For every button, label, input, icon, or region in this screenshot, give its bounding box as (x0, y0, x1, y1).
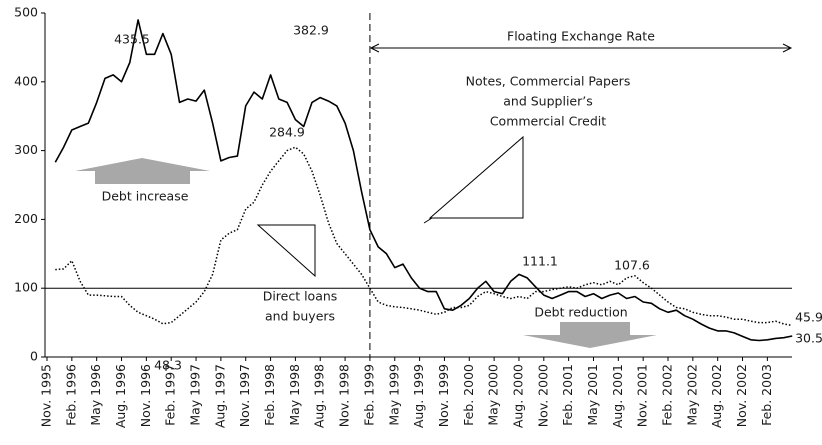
x-tick-label: Feb. 2000 (461, 364, 476, 426)
annotation: and Supplier’s (503, 94, 592, 109)
notes-pointer (423, 217, 433, 224)
y-tick-label: 0 (30, 349, 38, 364)
annotation: Direct loans (263, 289, 338, 304)
x-tick-label: Aug. 1997 (212, 364, 227, 428)
annotation: 30.5 (795, 331, 822, 346)
x-tick-label: Feb. 1997 (163, 364, 178, 426)
x-tick-label: Nov. 1997 (237, 364, 252, 427)
y-tick-label: 400 (14, 73, 38, 88)
debt-increase-arrow (75, 158, 210, 184)
x-tick-label: Nov. 2002 (734, 364, 749, 427)
annotation: 45.9 (795, 310, 822, 325)
annotation: Notes, Commercial Papers (466, 74, 631, 89)
annotation: 107.6 (614, 258, 650, 273)
y-tick-label: 100 (14, 280, 38, 295)
period-arrow-head (369, 43, 380, 53)
x-tick-label: Feb. 2002 (660, 364, 675, 426)
x-tick-label: May 1997 (188, 364, 203, 426)
annotation: Debt reduction (534, 305, 627, 320)
debt-reduction-arrow (523, 322, 657, 348)
annotation: and buyers (265, 309, 335, 324)
x-tick-label: Nov. 2000 (535, 364, 550, 427)
annotation: Debt increase (102, 189, 189, 204)
y-tick-label: 300 (14, 142, 38, 157)
annotation: 284.9 (269, 125, 305, 140)
y-tick-label: 500 (14, 5, 38, 20)
notes-triangle (428, 135, 524, 219)
x-tick-label: Nov. 1999 (436, 364, 451, 427)
annotation: Commercial Credit (490, 114, 606, 129)
annotation: 48.3 (154, 358, 182, 373)
annotation: 435.5 (114, 32, 150, 47)
x-tick-label: May 2000 (486, 364, 501, 426)
x-tick-label: Nov. 2001 (635, 364, 650, 427)
x-tick-label: May 2001 (585, 364, 600, 426)
x-tick-label: May 1998 (287, 364, 302, 426)
period-label: Floating Exchange Rate (507, 29, 655, 44)
x-tick-label: Nov. 1998 (337, 364, 352, 427)
x-tick-label: Aug. 2002 (709, 364, 724, 428)
direct-loans-triangle (256, 224, 316, 278)
x-tick-label: May 2002 (684, 364, 699, 426)
x-tick-label: May 1996 (88, 364, 103, 426)
x-tick-label: Aug. 1996 (113, 364, 128, 428)
y-tick-label: 200 (14, 211, 38, 226)
x-tick-label: Nov. 1996 (138, 364, 153, 427)
x-tick-label: Nov. 1995 (39, 364, 54, 427)
x-tick-label: Aug. 1998 (312, 364, 327, 428)
x-tick-label: Aug. 1999 (411, 364, 426, 428)
x-tick-label: May 1999 (386, 364, 401, 426)
x-tick-label: Aug. 2000 (510, 364, 525, 428)
x-tick-label: Feb. 1998 (262, 364, 277, 426)
x-tick-label: Feb. 2001 (560, 364, 575, 426)
series-line (54, 19, 793, 342)
annotation: 111.1 (522, 254, 558, 269)
x-tick-label: Feb. 1999 (361, 364, 376, 426)
x-tick-label: Feb. 2003 (759, 364, 774, 426)
x-tick-label: Feb. 1996 (63, 364, 78, 426)
period-arrow-head (782, 43, 793, 53)
annotation: 382.9 (293, 23, 329, 38)
x-tick-label: Aug. 2001 (610, 364, 625, 428)
